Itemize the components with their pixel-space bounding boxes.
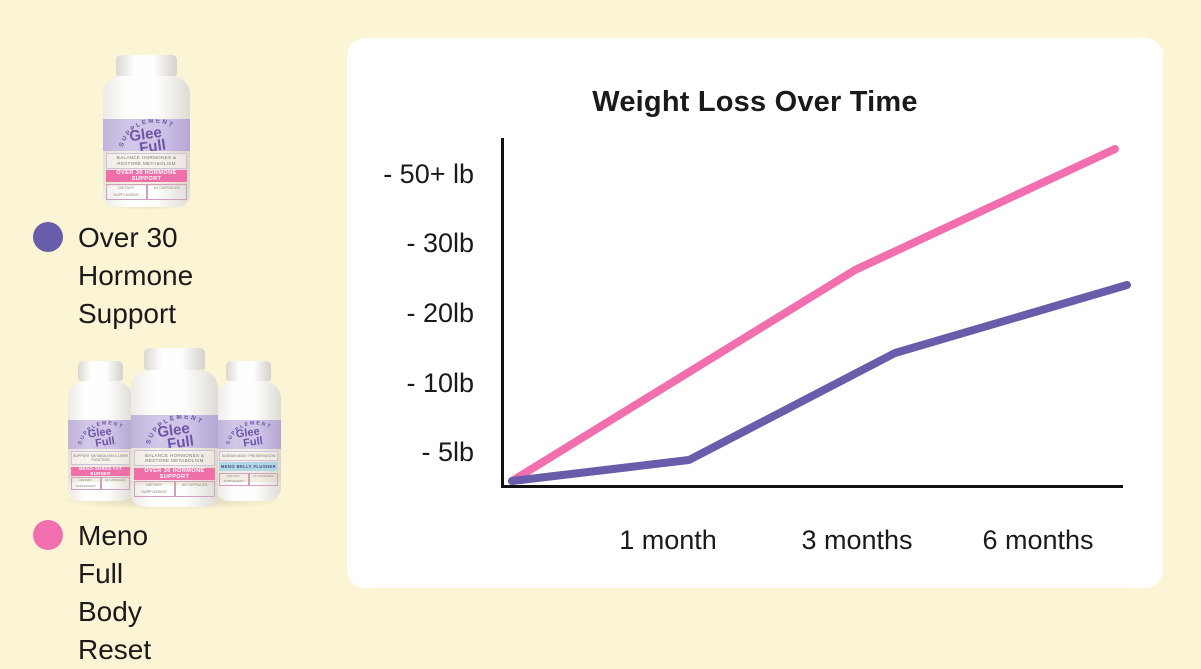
label-foot-right: 60 CAPSULES bbox=[174, 481, 215, 498]
page-background: { "page": { "background_color": "#fbf4d5… bbox=[33, 38, 1163, 665]
label-band-meno-shred: MENO-SHRED FAT BURNER bbox=[71, 466, 130, 476]
bottle-body: SUPPLEMENTS Glee Full SUSTAIN BODY PRESE… bbox=[216, 380, 281, 501]
y-tick-20lb: - 20lb bbox=[406, 298, 474, 328]
label-foot-right: 60 CAPSULES bbox=[146, 183, 187, 200]
label-foot: DIETARY SUPPLEMENT 60 CAPSULES bbox=[106, 183, 187, 200]
label-foot-left: DIETARY SUPPLEMENT bbox=[134, 481, 175, 498]
bottle-body: SUPPLEMENTS Glee Full SUPPORT METABOLISM… bbox=[68, 380, 133, 501]
label-subtext: BALANCE HORMONES & RESTORE METABOLISM bbox=[106, 152, 187, 169]
product-label: SUPPORT METABOLISM & LIVER FUNCTION MENO… bbox=[68, 449, 133, 491]
x-tick-6-months: 6 months bbox=[982, 525, 1094, 555]
label-subtext: SUPPORT METABOLISM & LIVER FUNCTION bbox=[71, 451, 130, 466]
legend-meno-line1: Meno Full Body bbox=[78, 520, 149, 627]
label-band-over30: OVER 30 HORMONE SUPPORT bbox=[134, 467, 215, 480]
product-label: SUSTAIN BODY PRESERVATION MENO BELLY FLU… bbox=[216, 449, 281, 486]
label-band-meno-belly: MENO BELLY FLUSHER bbox=[219, 462, 278, 472]
label-sub2: RESTORE METABOLISM bbox=[117, 160, 176, 166]
bottle-body: SUPPLEMENTS Glee Full BALANCE HORMONES &… bbox=[103, 76, 190, 207]
series-line-over-30-hormone-support bbox=[508, 281, 1131, 485]
y-tick-5lb: - 5lb bbox=[421, 437, 474, 467]
label-foot-left: DIETARY SUPPLEMENT bbox=[106, 183, 147, 200]
legend-over30-label: Over 30 Hormone Support bbox=[78, 219, 193, 333]
product-label: BALANCE HORMONES & RESTORE METABOLISM OV… bbox=[131, 448, 218, 498]
bottle-cap bbox=[144, 348, 205, 371]
chart-plot-area: - 50+ lb - 30lb - 20lb - 10lb - 5lb 1 mo… bbox=[383, 138, 1131, 555]
product-label: BALANCE HORMONES & RESTORE METABOLISM OV… bbox=[103, 150, 190, 200]
bottle-cap bbox=[116, 55, 177, 77]
bottle-cap bbox=[77, 361, 124, 381]
series-line-meno-full-body-reset bbox=[508, 145, 1119, 485]
brand-label-band: SUPPLEMENTS Glee Full bbox=[68, 420, 133, 450]
bottle-body: SUPPLEMENTS Glee Full BALANCE HORMONES &… bbox=[131, 370, 218, 507]
y-tick-30lb: - 30lb bbox=[406, 228, 474, 258]
y-tick-10lb: - 10lb bbox=[406, 368, 474, 398]
y-tick-50lb: - 50+ lb bbox=[383, 159, 474, 189]
label-foot: DIETARY SUPPLEMENT 60 CAPSULES bbox=[71, 477, 130, 491]
legend-dot-meno-icon bbox=[33, 520, 63, 550]
label-foot-left: DIETARY SUPPLEMENT bbox=[71, 477, 101, 491]
chart-card: Weight Loss Over Time - 50+ lb - 30lb - … bbox=[347, 38, 1163, 588]
product-bottle-over30-center: SUPPLEMENTS Glee Full BALANCE HORMONES &… bbox=[131, 348, 218, 507]
product-bottle-meno-shred: SUPPLEMENTS Glee Full SUPPORT METABOLISM… bbox=[68, 361, 133, 501]
label-sub1: BALANCE HORMONES & bbox=[144, 452, 205, 458]
product-bottle-over30: SUPPLEMENTS Glee Full BALANCE HORMONES &… bbox=[103, 55, 190, 210]
label-subtext: SUSTAIN BODY PRESERVATION bbox=[219, 451, 278, 461]
brand-label-band: SUPPLEMENTS Glee Full bbox=[131, 415, 218, 453]
brand-label-band: SUPPLEMENTS Glee Full bbox=[216, 420, 281, 450]
chart-canvas bbox=[501, 138, 1131, 488]
x-tick-1-month: 1 month bbox=[619, 525, 717, 555]
label-sub1: BALANCE HORMONES & bbox=[116, 155, 177, 161]
label-foot-right: 60 CAPSULES bbox=[248, 472, 278, 486]
legend-over30-line1: Over 30 bbox=[78, 222, 178, 253]
x-tick-3-months: 3 months bbox=[801, 525, 913, 555]
label-foot-right: 60 CAPSULES bbox=[100, 477, 130, 491]
brand-label-band: SUPPLEMENTS Glee Full bbox=[103, 119, 190, 157]
product-bottle-meno-belly: SUPPLEMENTS Glee Full SUSTAIN BODY PRESE… bbox=[216, 361, 281, 501]
label-sub2: RESTORE METABOLISM bbox=[145, 458, 204, 464]
label-foot-left: DIETARY SUPPLEMENT bbox=[219, 472, 249, 486]
legend-over30-line2: Hormone Support bbox=[78, 260, 194, 329]
legend-meno-label: Meno Full Body Reset bbox=[78, 517, 151, 669]
label-band-over30: OVER 30 HORMONE SUPPORT bbox=[106, 170, 187, 183]
bottle-cap bbox=[225, 361, 272, 381]
label-foot: DIETARY SUPPLEMENT 60 CAPSULES bbox=[134, 481, 215, 498]
legend-dot-over30-icon bbox=[33, 222, 63, 252]
chart-title: Weight Loss Over Time bbox=[592, 86, 918, 118]
label-subtext: BALANCE HORMONES & RESTORE METABOLISM bbox=[134, 450, 215, 467]
label-foot: DIETARY SUPPLEMENT 60 CAPSULES bbox=[219, 472, 278, 486]
legend-meno-line2: Reset bbox=[78, 634, 152, 665]
